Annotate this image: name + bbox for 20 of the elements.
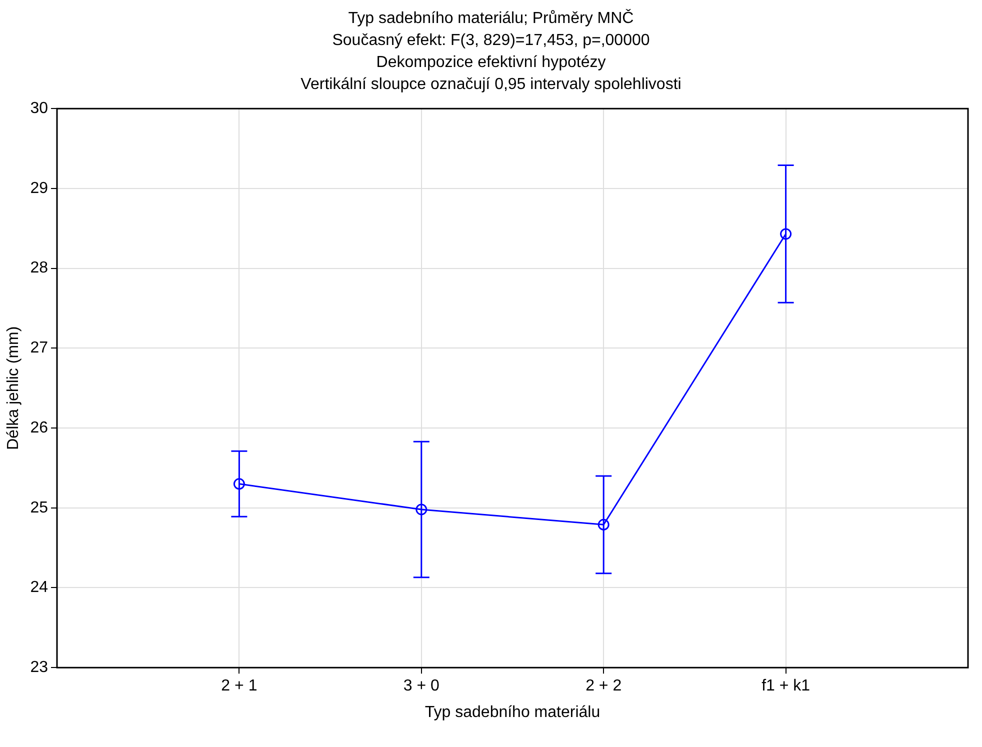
x-axis-title: Typ sadebního materiálu [424, 704, 600, 721]
x-tick-label: 2 + 1 [221, 678, 258, 695]
y-axis-title: Délka jehlic (mm) [5, 326, 22, 450]
chart-title: Typ sadebního materiálu; Průměry MNČ [347, 8, 635, 29]
point [780, 228, 792, 240]
x-tick-label: 2 + 2 [586, 678, 622, 695]
y-tick-label: 30 [30, 100, 48, 118]
y-tick-label: 28 [30, 260, 48, 277]
chart-subtitle: Současný efekt: F(3, 829)=17,453, p=,00000 Dekompozice efektivní hypotézy Vertikální sloupce označují 0,95 intervaly spolehlivosti [300, 31, 682, 95]
x-tick-label: f1 + k1 [762, 678, 810, 695]
y-tick-label: 27 [30, 340, 48, 357]
x-tick-label: 3 + 0 [403, 678, 440, 695]
y-tick-label: 23 [30, 659, 48, 676]
y-tick-label: 25 [30, 499, 48, 516]
point [233, 478, 245, 490]
y-tick-label: 24 [30, 579, 48, 596]
point [416, 504, 428, 516]
y-tick-label: 29 [30, 180, 48, 197]
y-tick-label: 26 [30, 419, 48, 436]
point [598, 518, 610, 530]
